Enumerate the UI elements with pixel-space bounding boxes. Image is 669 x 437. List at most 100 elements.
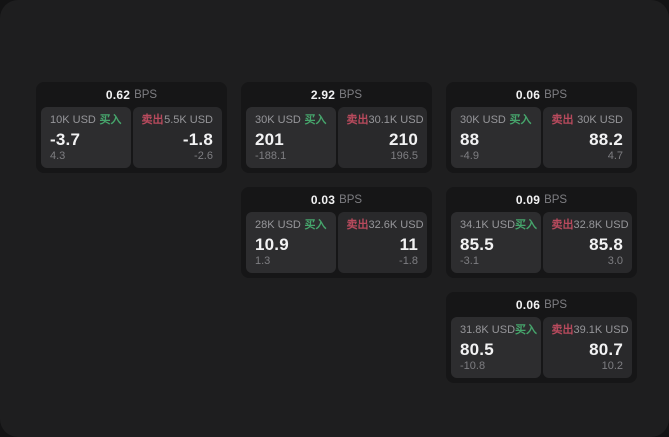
bps-unit-label: BPS [339, 88, 363, 101]
buy-panel-top: 30K USD 买入 [255, 114, 327, 127]
sell-panel-top: 卖出 39.1K USD [551, 324, 629, 337]
bps-unit-label: BPS [544, 298, 568, 311]
buy-side-label: 买入 [304, 114, 327, 126]
buy-panel-top: 28K USD 买入 [255, 219, 327, 232]
sell-quote-panel[interactable]: 卖出 39.1K USD 80.7 10.2 [542, 317, 632, 378]
sell-price: 210 [389, 130, 418, 149]
card-header: 0.03 BPS [241, 187, 432, 212]
sell-price: 80.7 [589, 340, 623, 359]
sell-sub-value: 4.7 [607, 150, 623, 162]
buy-amount: 30K USD [255, 114, 301, 126]
sell-price: -1.8 [182, 130, 213, 149]
buy-side-label: 买入 [99, 114, 122, 126]
sell-panel-top: 卖出 32.6K USD [346, 219, 424, 232]
buy-side-label: 买入 [509, 114, 532, 126]
quote-card: 0.06 BPS 30K USD 买入 88 -4.9 卖出 30K USD [446, 82, 637, 173]
buy-amount: 31.8K USD [460, 324, 516, 336]
buy-price: 10.9 [255, 235, 289, 254]
buy-sub-value: -10.8 [460, 360, 486, 372]
buy-price: 88 [460, 130, 480, 149]
bps-value: 0.06 [515, 87, 541, 102]
sell-price: 85.8 [589, 235, 623, 254]
buy-panel-top: 34.1K USD 买入 [460, 219, 537, 232]
bps-value: 0.06 [515, 297, 541, 312]
buy-quote-panel[interactable]: 28K USD 买入 10.9 1.3 [246, 212, 336, 273]
sell-panel-top: 卖出 30K USD [552, 114, 624, 127]
buy-quote-panel[interactable]: 31.8K USD 买入 80.5 -10.8 [451, 317, 541, 378]
bps-value: 2.92 [310, 87, 336, 102]
buy-sub-value: 1.3 [255, 255, 271, 267]
quote-card: 0.09 BPS 34.1K USD 买入 85.5 -3.1 卖出 32.8K… [446, 187, 637, 278]
bps-unit-label: BPS [134, 88, 158, 101]
sell-amount: 30K USD [577, 114, 623, 126]
card-header: 0.09 BPS [446, 187, 637, 212]
quote-card: 0.03 BPS 28K USD 买入 10.9 1.3 卖出 32.6K US… [241, 187, 432, 278]
buy-side-label: 买入 [515, 219, 538, 231]
sell-panel-top: 卖出 5.5K USD [142, 114, 214, 127]
quote-card: 2.92 BPS 30K USD 买入 201 -188.1 卖出 30.1K … [241, 82, 432, 173]
buy-side-label: 买入 [515, 324, 538, 336]
buy-sub-value: -3.1 [460, 255, 479, 267]
sell-side-label: 卖出 [346, 219, 369, 231]
sell-price: 11 [399, 235, 418, 254]
bps-unit-label: BPS [339, 193, 363, 206]
card-header: 0.06 BPS [446, 292, 637, 317]
card-header: 0.62 BPS [36, 82, 227, 107]
sell-sub-value: 196.5 [390, 150, 418, 162]
card-body: 30K USD 买入 88 -4.9 卖出 30K USD 88.2 4.7 [446, 107, 637, 173]
buy-sub-value: -188.1 [255, 150, 287, 162]
buy-sub-value: 4.3 [50, 150, 66, 162]
card-header: 0.06 BPS [446, 82, 637, 107]
buy-amount: 10K USD [50, 114, 96, 126]
sell-amount: 30.1K USD [368, 114, 424, 126]
sell-sub-value: -2.6 [194, 150, 213, 162]
sell-quote-panel[interactable]: 卖出 30K USD 88.2 4.7 [542, 107, 632, 168]
card-header: 2.92 BPS [241, 82, 432, 107]
bps-value: 0.03 [310, 192, 336, 207]
sell-side-label: 卖出 [551, 114, 574, 126]
card-body: 30K USD 买入 201 -188.1 卖出 30.1K USD 210 1… [241, 107, 432, 173]
card-body: 10K USD 买入 -3.7 4.3 卖出 5.5K USD -1.8 -2.… [36, 107, 227, 173]
buy-sub-value: -4.9 [460, 150, 479, 162]
bps-unit-label: BPS [544, 88, 568, 101]
buy-quote-panel[interactable]: 30K USD 买入 201 -188.1 [246, 107, 336, 168]
sell-sub-value: -1.8 [399, 255, 418, 267]
sell-quote-panel[interactable]: 卖出 30.1K USD 210 196.5 [337, 107, 427, 168]
buy-price: 80.5 [460, 340, 494, 359]
sell-side-label: 卖出 [551, 324, 574, 336]
card-body: 34.1K USD 买入 85.5 -3.1 卖出 32.8K USD 85.8… [446, 212, 637, 278]
quote-card: 0.62 BPS 10K USD 买入 -3.7 4.3 卖出 5.5K USD [36, 82, 227, 173]
buy-price: -3.7 [50, 130, 81, 149]
sell-quote-panel[interactable]: 卖出 32.8K USD 85.8 3.0 [542, 212, 632, 273]
buy-quote-panel[interactable]: 34.1K USD 买入 85.5 -3.1 [451, 212, 541, 273]
bps-value: 0.09 [515, 192, 541, 207]
card-body: 28K USD 买入 10.9 1.3 卖出 32.6K USD 11 -1.8 [241, 212, 432, 278]
buy-quote-panel[interactable]: 30K USD 买入 88 -4.9 [451, 107, 541, 168]
buy-panel-top: 30K USD 买入 [460, 114, 532, 127]
sell-sub-value: 3.0 [607, 255, 623, 267]
sell-price: 88.2 [589, 130, 623, 149]
buy-price: 201 [255, 130, 284, 149]
sell-amount: 39.1K USD [573, 324, 629, 336]
card-body: 31.8K USD 买入 80.5 -10.8 卖出 39.1K USD 80.… [446, 317, 637, 383]
buy-side-label: 买入 [304, 219, 327, 231]
sell-panel-top: 卖出 32.8K USD [552, 219, 629, 232]
buy-panel-top: 31.8K USD 买入 [460, 324, 537, 337]
sell-quote-panel[interactable]: 卖出 5.5K USD -1.8 -2.6 [132, 107, 222, 168]
buy-panel-top: 10K USD 买入 [50, 114, 122, 127]
sell-sub-value: 10.2 [601, 360, 623, 372]
sell-side-label: 卖出 [346, 114, 369, 126]
sell-quote-panel[interactable]: 卖出 32.6K USD 11 -1.8 [337, 212, 427, 273]
buy-amount: 30K USD [460, 114, 506, 126]
quote-card-grid: 0.62 BPS 10K USD 买入 -3.7 4.3 卖出 5.5K USD [36, 82, 637, 383]
sell-amount: 32.6K USD [368, 219, 424, 231]
buy-quote-panel[interactable]: 10K USD 买入 -3.7 4.3 [41, 107, 131, 168]
sell-amount: 5.5K USD [164, 114, 213, 126]
buy-amount: 34.1K USD [460, 219, 516, 231]
buy-price: 85.5 [460, 235, 494, 254]
sell-panel-top: 卖出 30.1K USD [346, 114, 424, 127]
bps-unit-label: BPS [544, 193, 568, 206]
buy-amount: 28K USD [255, 219, 301, 231]
sell-amount: 32.8K USD [573, 219, 629, 231]
